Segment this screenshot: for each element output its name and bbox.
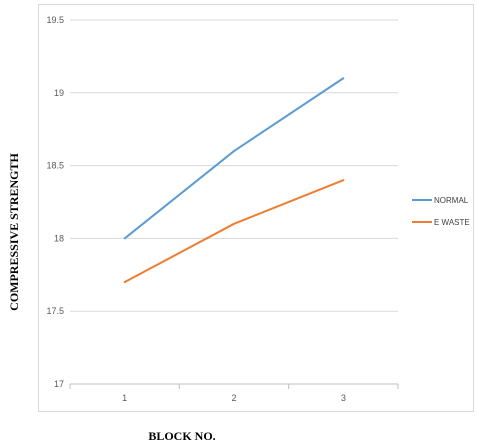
y-axis-title: COMPRESSIVE STRENGTH xyxy=(7,152,21,310)
data-point-normal xyxy=(233,150,235,153)
y-tick-label: 17.5 xyxy=(46,306,64,316)
y-tick-label: 19.5 xyxy=(46,15,64,25)
x-tick-label: 1 xyxy=(122,393,127,403)
data-point-normal xyxy=(123,237,126,240)
legend: NORMAL E WASTE xyxy=(412,196,470,227)
data-point-e-waste xyxy=(233,222,235,225)
x-axis: 1 2 3 xyxy=(69,383,399,403)
data-point-e-waste xyxy=(342,179,345,182)
y-tick-label: 19 xyxy=(54,88,64,98)
y-tick-label: 18.5 xyxy=(46,161,64,171)
series-line-normal xyxy=(124,77,344,240)
legend-label-e-waste: E WASTE xyxy=(434,218,470,227)
x-tick-label: 2 xyxy=(231,393,236,403)
y-tick-labels: 17 17.5 18 18.5 19 19.5 xyxy=(46,15,64,389)
x-axis-title: BLOCK NO. xyxy=(148,429,215,443)
x-tick-label: 3 xyxy=(341,393,346,403)
data-point-normal xyxy=(342,77,345,80)
y-tick-label: 17 xyxy=(54,379,64,389)
legend-label-normal: NORMAL xyxy=(434,196,469,205)
series-line-e-waste xyxy=(124,179,344,283)
gridlines xyxy=(70,19,398,312)
series-lines xyxy=(123,77,345,284)
data-point-e-waste xyxy=(123,281,126,284)
y-tick-label: 18 xyxy=(54,233,64,243)
chart-frame xyxy=(38,4,474,412)
